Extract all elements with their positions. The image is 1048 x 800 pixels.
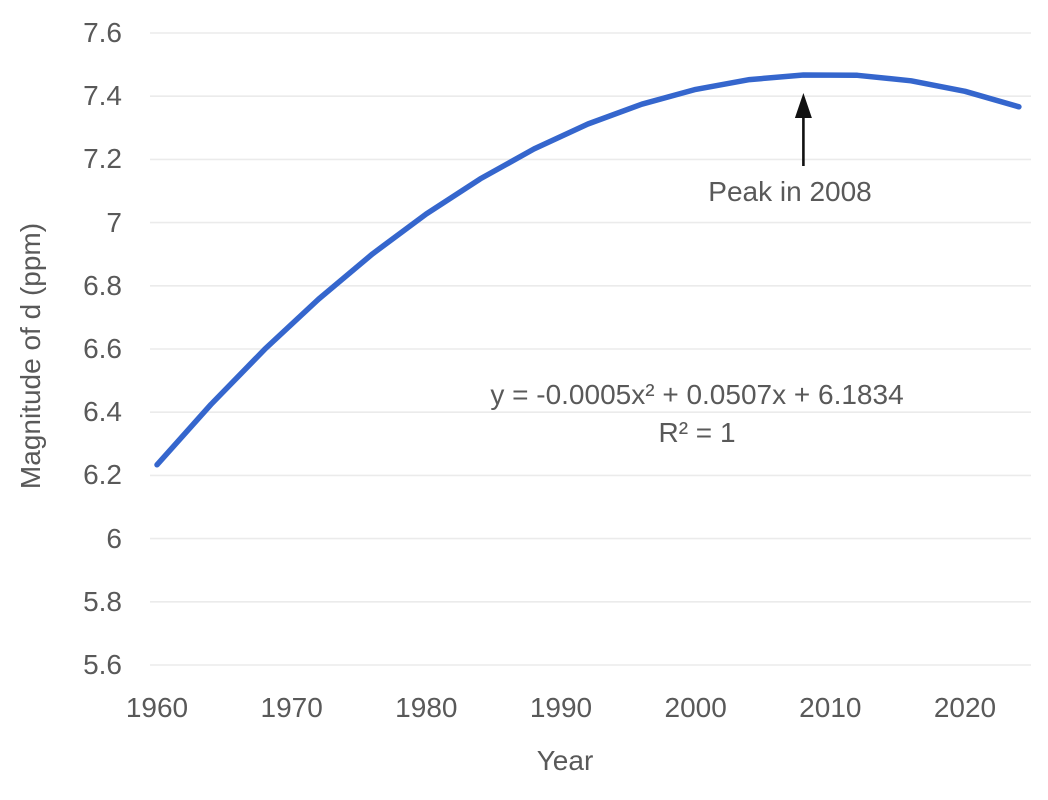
y-tick-label: 6.6 (83, 333, 122, 364)
peak-arrow-head (794, 93, 812, 118)
y-tick-label: 7 (106, 206, 122, 238)
x-tick-label: 1980 (395, 692, 458, 723)
x-axis-title: Year (536, 745, 594, 776)
x-tick-label: 1990 (529, 692, 593, 723)
y-tick-label: 5.8 (83, 585, 122, 617)
y-tick-label: 6.4 (83, 396, 122, 428)
r-squared-text: R² = 1 (658, 417, 736, 448)
x-tick-label: 2000 (664, 692, 727, 723)
x-tick-label: 2010 (799, 692, 862, 723)
y-tick-label: 6.2 (83, 459, 122, 491)
x-tick-label: 1970 (260, 692, 323, 723)
x-tick-label: 1960 (125, 692, 189, 723)
trendline-equation-block: y = -0.0005x² + 0.0507x + 6.1834 R² = 1 (447, 376, 947, 452)
y-tick-label: 6.8 (83, 269, 122, 301)
y-tick-label: 6 (106, 522, 122, 554)
y-tick-label: 5.6 (83, 649, 122, 680)
peak-annotation-label: Peak in 2008 (708, 176, 872, 207)
data-series-line (154, 72, 1022, 468)
trendline-equation-text: y = -0.0005x² + 0.0507x + 6.1834 (490, 379, 904, 410)
y-tick-label: 7.6 (83, 17, 122, 48)
x-tick-label: 2020 (933, 692, 997, 723)
y-tick-label: 7.4 (83, 80, 122, 112)
y-tick-label: 7.2 (83, 143, 122, 175)
